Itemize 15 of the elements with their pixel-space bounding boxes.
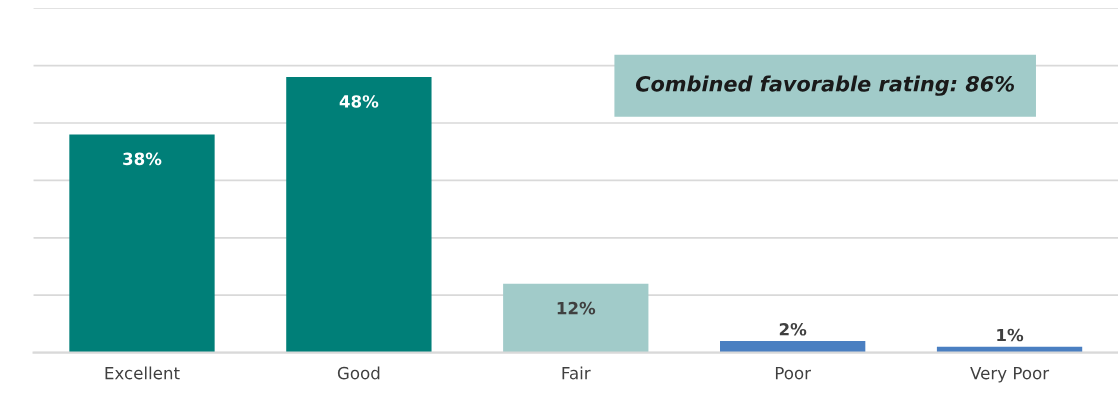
bar xyxy=(286,77,432,353)
data-label: 1% xyxy=(997,328,1024,342)
x-tick-label: Very Poor xyxy=(970,367,1050,383)
data-label: 2% xyxy=(779,322,807,336)
data-label: 12% xyxy=(557,301,596,315)
x-tick-label: Fair xyxy=(562,366,591,380)
x-tick-label: Excellent xyxy=(105,366,180,380)
annotation: Combined favorable rating: 86% xyxy=(636,75,1014,96)
bar xyxy=(69,134,215,353)
data-label: 38% xyxy=(123,152,162,166)
bar xyxy=(720,341,866,353)
x-tick-label: Poor xyxy=(775,367,812,380)
x-tick-label: Good xyxy=(337,366,380,380)
data-label: 48% xyxy=(339,95,379,108)
bar xyxy=(503,283,649,353)
